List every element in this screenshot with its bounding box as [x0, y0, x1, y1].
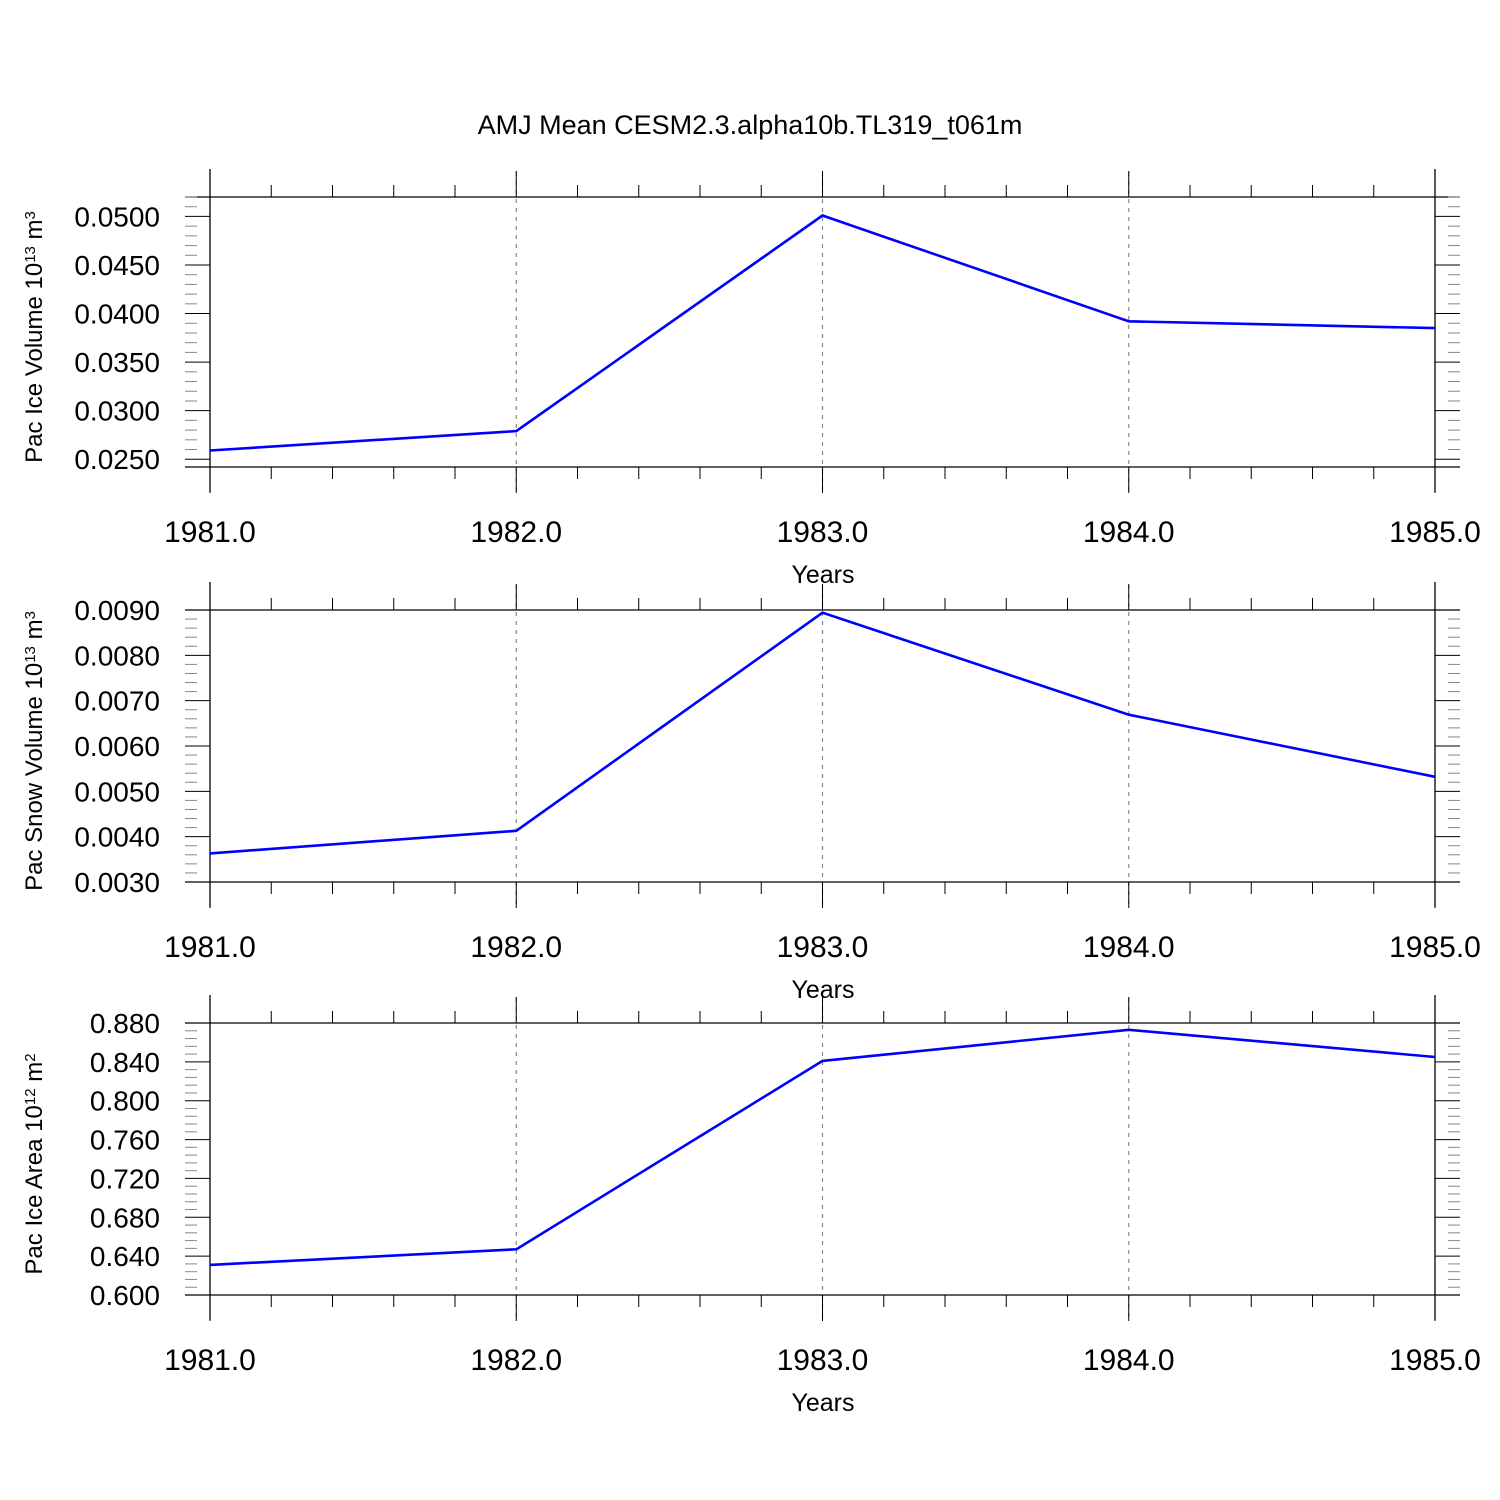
panel-2-y-tick-label: 0.0040 — [74, 822, 160, 853]
y-axis-label-part: m — [21, 619, 48, 646]
panel-2-x-tick-label: 1984.0 — [1083, 931, 1175, 964]
panel-3-y-tick-label: 0.640 — [90, 1241, 160, 1272]
panel-1-y-tick-label: 0.0400 — [74, 299, 160, 330]
panel-2-x-tick-label: 1982.0 — [470, 931, 562, 964]
panel-3-x-tick-label: 1985.0 — [1389, 1344, 1481, 1377]
y-axis-label-superscript: 2 — [22, 1053, 39, 1061]
panel-2-x-tick-label: 1981.0 — [164, 931, 256, 964]
panel-2-y-tick-label: 0.0050 — [74, 776, 160, 807]
panel-2-y-axis-label: Pac Snow Volume 1013 m3 — [21, 611, 48, 891]
panel-3-x-tick-label: 1983.0 — [777, 1344, 869, 1377]
panel-3-x-tick-label: 1982.0 — [470, 1344, 562, 1377]
y-axis-label-part: m — [21, 1062, 48, 1089]
panel-1-x-tick-label: 1981.0 — [164, 516, 256, 549]
y-axis-label-superscript: 12 — [22, 1088, 39, 1105]
panel-3-y-tick-label: 0.800 — [90, 1086, 160, 1117]
panel-3-y-tick-label: 0.720 — [90, 1163, 160, 1194]
chart-title: AMJ Mean CESM2.3.alpha10b.TL319_t061m — [478, 110, 1023, 140]
panel-1-x-tick-label: 1984.0 — [1083, 516, 1175, 549]
panel-3-x-axis-label: Years — [791, 1389, 854, 1417]
panel-1-x-tick-label: 1985.0 — [1389, 516, 1481, 549]
panel-1-y-axis-label: Pac Ice Volume 1013 m3 — [21, 211, 48, 463]
panel-3-y-tick-label: 0.880 — [90, 1008, 160, 1039]
panel-2-y-tick-label: 0.0070 — [74, 686, 160, 717]
panel-2-y-tick-label: 0.0030 — [74, 867, 160, 898]
panel-1-y-tick-label: 0.0350 — [74, 347, 160, 378]
panel-1-y-tick-label: 0.0500 — [74, 201, 160, 232]
panel-3-y-tick-label: 0.600 — [90, 1280, 160, 1311]
y-axis-label-part: Pac Ice Volume 10 — [21, 263, 48, 463]
panel-3-y-tick-label: 0.680 — [90, 1202, 160, 1233]
panel-3-y-tick-label: 0.760 — [90, 1125, 160, 1156]
panel-1-y-tick-label: 0.0450 — [74, 250, 160, 281]
y-axis-label-superscript: 13 — [22, 646, 39, 663]
panel-1-y-tick-label: 0.0300 — [74, 396, 160, 427]
y-axis-label-part: m — [21, 219, 48, 246]
y-axis-label-superscript: 3 — [22, 211, 39, 219]
panel-3-x-tick-label: 1981.0 — [164, 1344, 256, 1377]
panel-3-y-axis-label: Pac Ice Area 1012 m2 — [21, 1053, 48, 1274]
panel-3-y-tick-label: 0.840 — [90, 1047, 160, 1078]
y-axis-label-part: Pac Ice Area 10 — [21, 1105, 48, 1274]
panel-2-y-tick-label: 0.0080 — [74, 640, 160, 671]
panel-1-y-tick-label: 0.0250 — [74, 444, 160, 475]
panel-2-y-tick-label: 0.0090 — [74, 595, 160, 626]
y-axis-label-part: Pac Snow Volume 10 — [21, 663, 48, 891]
panel-1-x-tick-label: 1982.0 — [470, 516, 562, 549]
panel-2-y-tick-label: 0.0060 — [74, 731, 160, 762]
y-axis-label-superscript: 3 — [22, 611, 39, 619]
panel-1-x-tick-label: 1983.0 — [777, 516, 869, 549]
panel-3-series-line — [209, 1028, 1436, 1267]
y-axis-label-superscript: 13 — [22, 246, 39, 263]
panel-2-x-tick-label: 1985.0 — [1389, 931, 1481, 964]
panel-2-x-tick-label: 1983.0 — [777, 931, 869, 964]
panel-3-x-tick-label: 1984.0 — [1083, 1344, 1175, 1377]
